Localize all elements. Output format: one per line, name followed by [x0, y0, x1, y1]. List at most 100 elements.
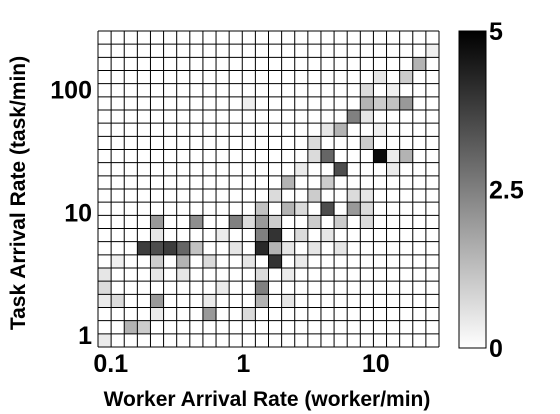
y-axis-label: Task Arrival Rate (task/min) [7, 56, 30, 330]
heatmap-cell [294, 202, 308, 216]
heatmap-cell [268, 254, 282, 268]
heatmap-cell [150, 215, 164, 229]
heatmap-cell [242, 215, 256, 229]
colorbar-tick-label: 5 [489, 18, 503, 46]
heatmap-cell [320, 228, 335, 242]
heatmap-cell [98, 268, 112, 282]
heatmap-cell [255, 215, 269, 229]
heatmap-cell [150, 294, 164, 308]
heatmap-cell [334, 123, 348, 137]
heatmap-cell [150, 228, 164, 242]
heatmap-cell [268, 228, 282, 242]
heatmap-cell [334, 162, 348, 176]
heatmap-cell [334, 215, 348, 229]
y-tick-label: 10 [64, 199, 92, 227]
heatmap-cell [281, 175, 295, 189]
heatmap-cell [386, 96, 400, 110]
heatmap-cell [294, 254, 308, 268]
heatmap-cell [399, 149, 413, 163]
heatmap-cell [111, 294, 125, 308]
heatmap-cell [111, 254, 125, 268]
heatmap-cell [360, 96, 374, 110]
heatmap-cell [268, 189, 282, 203]
x-tick-label: 0.1 [93, 350, 128, 378]
heatmap-cell [399, 96, 413, 110]
y-tick-label: 100 [50, 77, 92, 105]
x-axis-ticks: 0.1 1 10 [93, 350, 389, 378]
heatmap-cell [347, 189, 361, 203]
heatmap-cell [320, 149, 335, 163]
heatmap-cell [425, 44, 439, 58]
heatmap-cell [373, 96, 387, 110]
colorbar-tick-label: 0 [489, 335, 503, 363]
heatmap-cell [216, 281, 230, 295]
heatmap-cell [347, 110, 361, 124]
heatmap-cell [255, 294, 269, 308]
heatmap-cell [294, 162, 308, 176]
heatmap-cell [242, 254, 256, 268]
heatmap-cell [360, 83, 374, 97]
heatmap-cell [176, 254, 190, 268]
heatmap-cell [189, 241, 203, 255]
x-tick-label: 10 [362, 350, 390, 378]
heatmap-cell [360, 189, 374, 203]
heatmap-cell [268, 241, 282, 255]
heatmap-cells [98, 44, 439, 347]
heatmap-cell [294, 228, 308, 242]
heatmap-cell [386, 162, 400, 176]
heatmap-cell [176, 268, 190, 282]
heatmap-cell [360, 202, 374, 216]
heatmap-cell [163, 241, 177, 255]
heatmap-cell [202, 254, 217, 268]
heatmap-cell [281, 268, 295, 282]
heatmap-cell [281, 241, 295, 255]
colorbar-tick-label: 2.5 [489, 177, 524, 205]
heatmap-cell [189, 215, 203, 229]
heatmap-cell [373, 149, 387, 163]
heatmap-cell [360, 215, 374, 229]
heatmap-cell [124, 320, 138, 334]
heatmap-cell [281, 294, 295, 308]
y-tick-label: 1 [78, 322, 92, 350]
heatmap-cell [320, 123, 335, 137]
heatmap-cell [307, 149, 321, 163]
heatmap-cell [386, 149, 400, 163]
heatmap-cell [150, 254, 164, 268]
y-axis-ticks: 1 10 100 [50, 77, 92, 351]
heatmap-grid [97, 30, 440, 348]
heatmap-cell [347, 202, 361, 216]
heatmap-cell [98, 333, 112, 347]
heatmap-cell [150, 268, 164, 282]
heatmap-cell [268, 215, 282, 229]
heatmap-cell [137, 320, 151, 334]
x-axis-label: Worker Arrival Rate (worker/min) [104, 388, 431, 411]
heatmap-cell [307, 215, 321, 229]
heatmap-cell [202, 307, 217, 321]
heatmap-cell [229, 215, 243, 229]
heatmap-cell [412, 57, 426, 71]
heatmap-cell [255, 268, 269, 282]
heatmap-cell [202, 294, 217, 308]
heatmap-cell [150, 241, 164, 255]
heatmap-cell [307, 241, 321, 255]
heatmap-cell [360, 110, 374, 124]
heatmap-cell [373, 70, 387, 84]
heatmap-cell [255, 241, 269, 255]
heatmap-cell [373, 123, 387, 137]
heatmap-cell [255, 281, 269, 295]
heatmap-cell [216, 228, 230, 242]
heatmap-cell [150, 307, 164, 321]
heatmap-cell [399, 70, 413, 84]
x-tick-label: 1 [236, 350, 250, 378]
heatmap-cell [176, 241, 190, 255]
heatmap-cell [360, 136, 374, 150]
heatmap-cell [98, 281, 112, 295]
colorbar [458, 30, 487, 349]
heatmap-cell [307, 136, 321, 150]
heatmap-cell [307, 189, 321, 203]
heatmap-cell [320, 202, 335, 216]
heatmap-cell [242, 307, 256, 321]
heatmap-cell [137, 241, 151, 255]
heatmap-cell [255, 228, 269, 242]
